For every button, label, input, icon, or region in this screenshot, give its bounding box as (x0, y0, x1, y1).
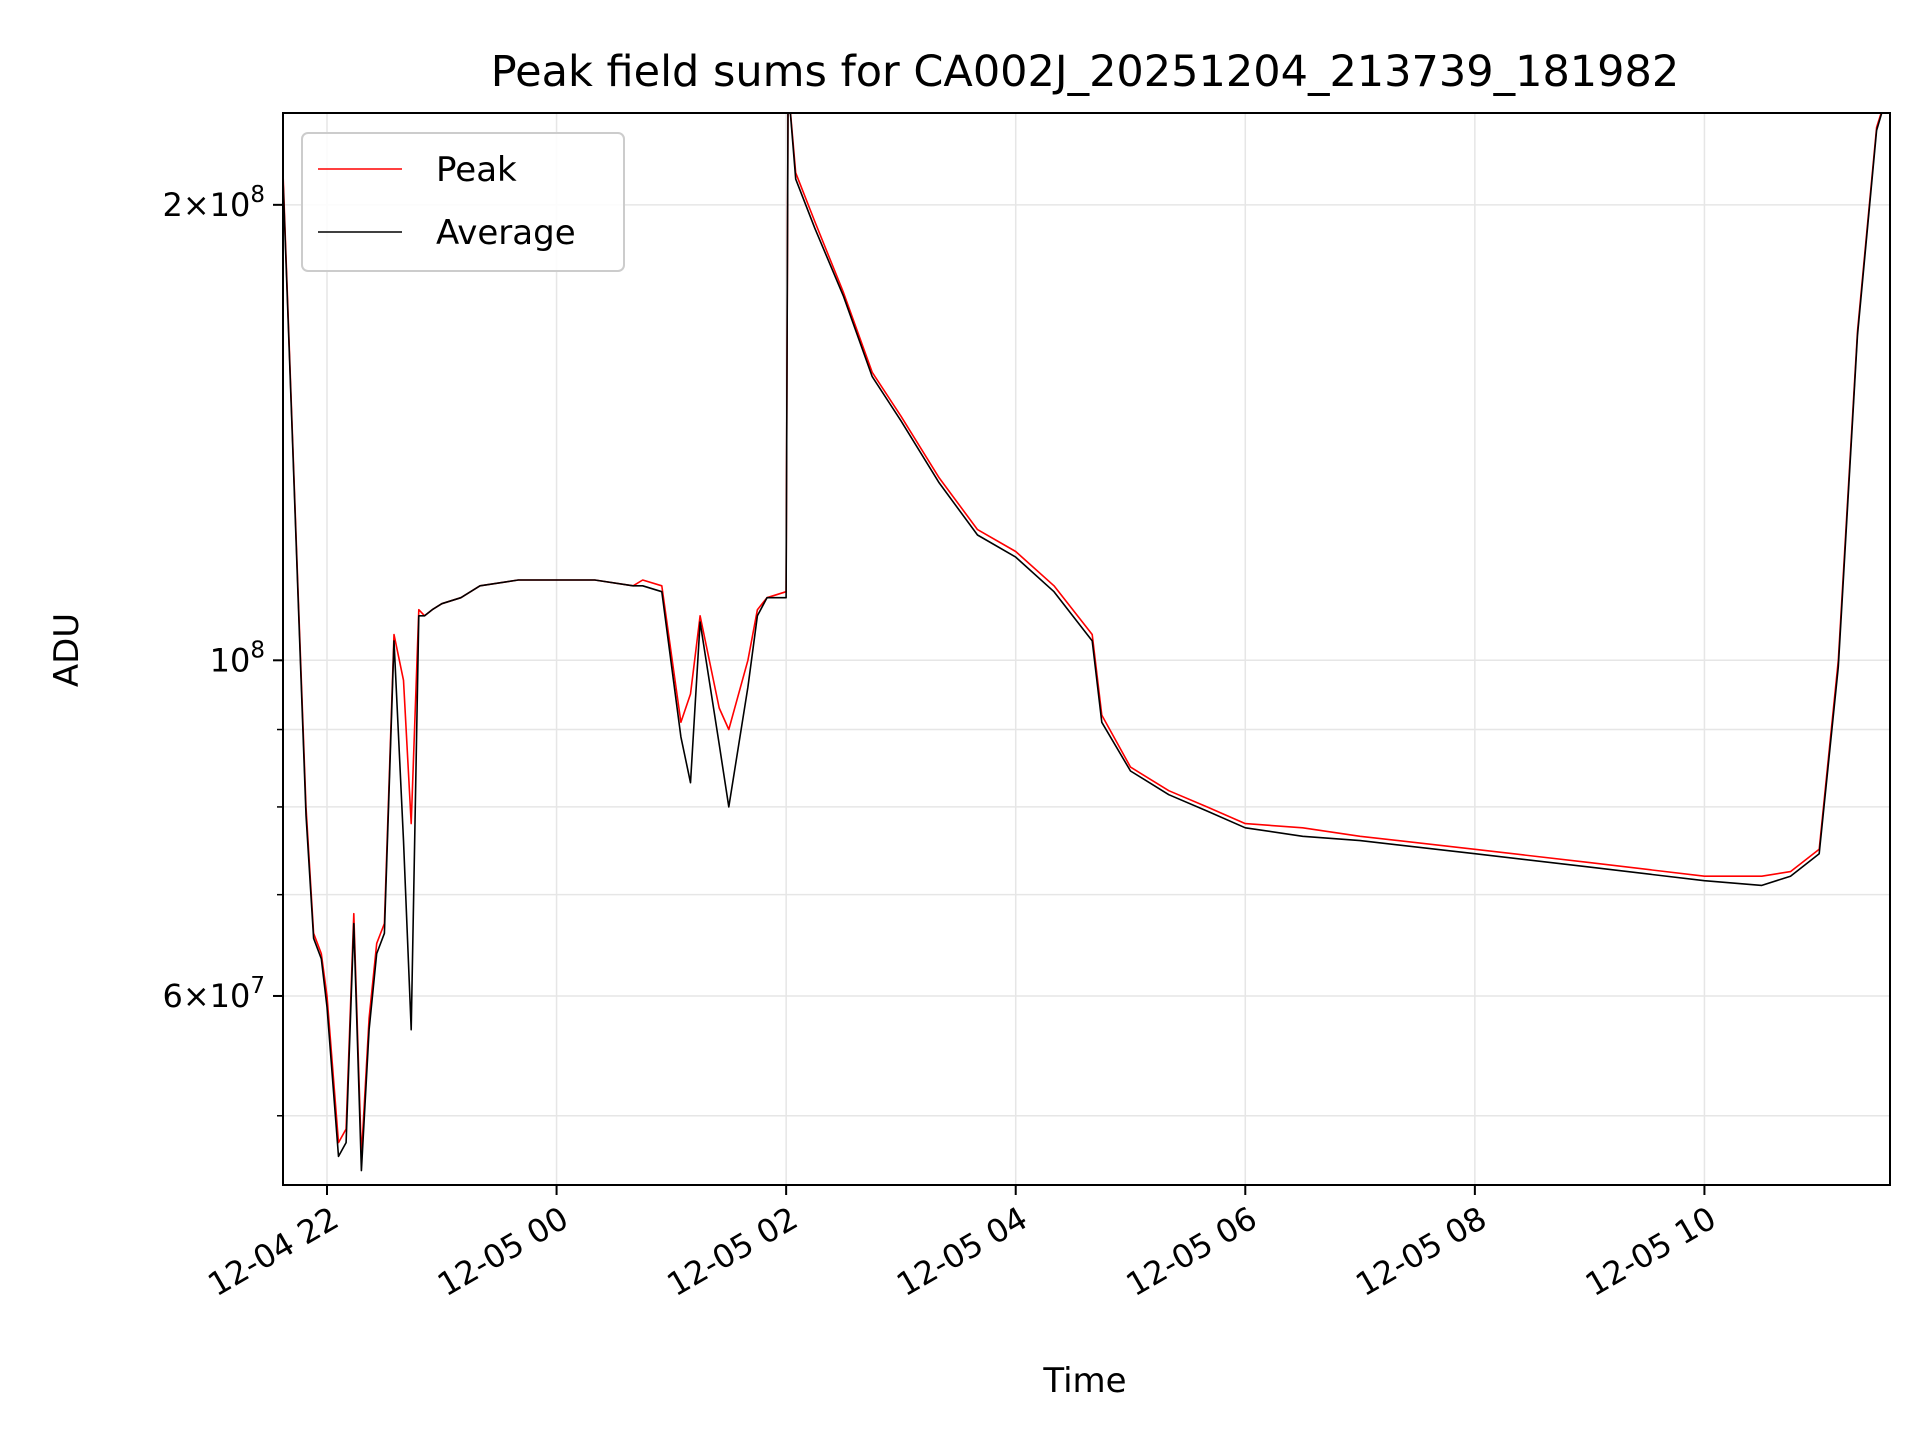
y-axis-label: ADU (47, 613, 87, 687)
grid (283, 113, 1890, 1185)
series-layer (283, 113, 1883, 1172)
y-tick-label: 2×108 (162, 182, 265, 224)
y-tick-label: 6×107 (162, 973, 265, 1015)
chart-title: Peak field sums for CA002J_20251204_2137… (491, 47, 1679, 97)
legend: Peak Average (301, 132, 625, 272)
x-axis-label: Time (1042, 1361, 1126, 1401)
series-line-average (283, 113, 1883, 1172)
y-axis: 6×107 108 2×108 (162, 182, 283, 1117)
legend-label-peak: Peak (436, 150, 517, 190)
plot-frame (282, 112, 1891, 1186)
legend-label-average: Average (436, 213, 576, 253)
y-tick-label: 108 (210, 637, 265, 679)
legend-box (301, 132, 625, 272)
